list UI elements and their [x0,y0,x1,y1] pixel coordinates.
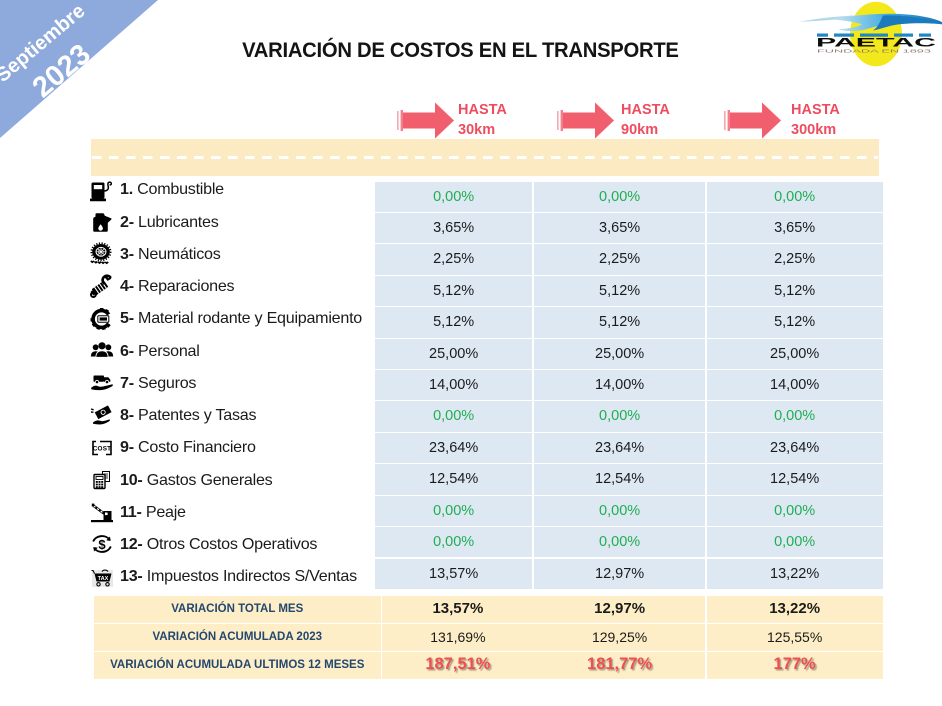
svg-text:TAX: TAX [98,575,109,581]
svg-text:PAETAC: PAETAC [816,35,937,49]
svg-text:$: $ [98,537,106,552]
svg-text:COST: COST [93,445,112,452]
svg-text:FUNDADA EN 1893: FUNDADA EN 1893 [817,49,932,54]
